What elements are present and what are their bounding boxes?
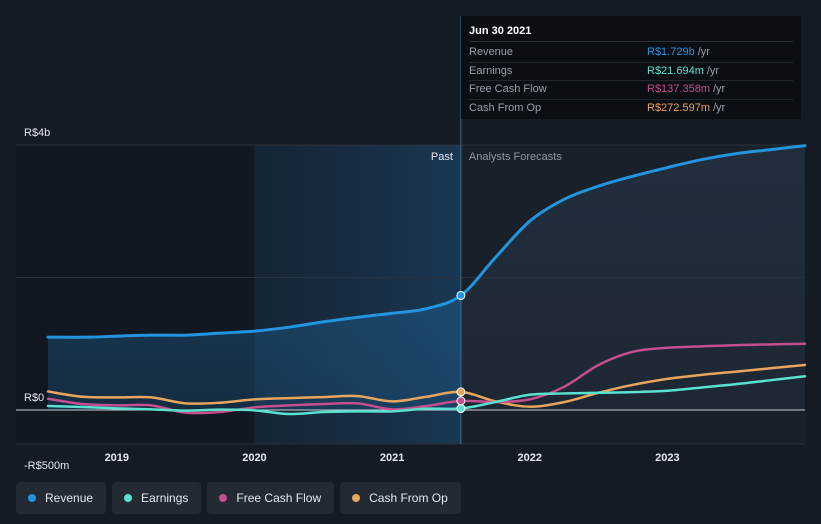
tooltip-value: R$272.597m [647, 101, 710, 114]
series-line-cash-from-op [46, 363, 807, 408]
tooltip-date: Jun 30 2021 [469, 24, 793, 42]
x-tick-label: 2023 [655, 452, 679, 464]
x-tick-label: 2021 [380, 452, 404, 464]
tooltip-row-revenue: Revenue R$1.729b/yr [469, 44, 793, 63]
legend-label: Free Cash Flow [236, 491, 322, 505]
legend-item-revenue[interactable]: Revenue [16, 482, 107, 514]
tooltip-value: R$1.729b [647, 46, 695, 58]
tooltip-row-free-cash-flow: Free Cash Flow R$137.358m/yr [469, 81, 793, 100]
tooltip-unit: /yr [697, 46, 710, 58]
y-tick-label: R$4b [24, 127, 50, 139]
legend-item-cash-from-op[interactable]: Cash From Op [340, 482, 461, 514]
legend-label: Earnings [141, 491, 189, 505]
x-tick-label: 2022 [517, 452, 541, 464]
legend-dot-icon [124, 494, 133, 502]
tooltip-row-earnings: Earnings R$21.694m/yr [469, 63, 793, 81]
tooltip-unit: /yr [713, 83, 726, 95]
tooltip: Jun 30 2021 Revenue R$1.729b/yr Earnings… [461, 16, 801, 119]
legend-label: Cash From Op [369, 491, 448, 505]
tooltip-unit: /yr [706, 64, 720, 77]
legend-item-earnings[interactable]: Earnings [112, 482, 202, 514]
tooltip-row-cash-from-op: Cash From Op R$272.597m/yr [469, 100, 793, 118]
marker-revenue [456, 290, 466, 300]
tooltip-label: Free Cash Flow [469, 83, 547, 95]
marker-cash-from-op [456, 387, 466, 397]
tooltip-unit: /yr [713, 101, 726, 114]
x-tick-label: 2020 [242, 452, 266, 464]
forecast-label: Analysts Forecasts [469, 151, 562, 163]
legend-item-free-cash-flow[interactable]: Free Cash Flow [207, 482, 335, 514]
tooltip-value: R$21.694m [647, 64, 704, 77]
chart-area: R$4b R$0 -R$500m 2019 2020 2021 2022 2023 Past An… [16, 16, 807, 472]
series-line-revenue [46, 144, 807, 339]
x-tick-label: 2019 [105, 452, 129, 464]
legend-dot-icon [219, 494, 228, 502]
revenue-area-past [48, 295, 461, 410]
past-label: Past [431, 151, 453, 163]
series-line-earnings [46, 374, 807, 416]
marker-free-cash-flow [456, 396, 466, 406]
legend: Revenue Earnings Free Cash Flow Cash Fro… [16, 482, 461, 516]
y-tick-label: R$0 [24, 392, 44, 404]
legend-label: Revenue [45, 491, 94, 505]
tooltip-label: Earnings [469, 64, 513, 77]
y-tick-label: -R$500m [24, 460, 69, 472]
tooltip-label: Cash From Op [469, 101, 542, 114]
legend-dot-icon [28, 494, 36, 502]
tooltip-label: Revenue [469, 46, 514, 58]
marker-earnings [456, 404, 466, 414]
tooltip-value: R$137.358m [647, 83, 710, 95]
legend-dot-icon [352, 494, 361, 502]
